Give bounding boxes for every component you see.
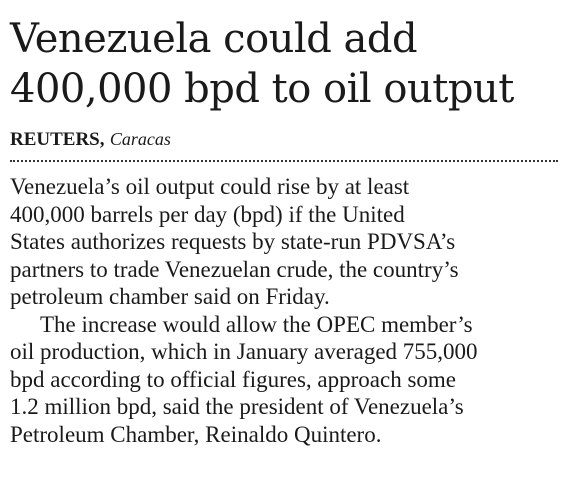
text-line: Petroleum Chamber, Reinaldo Quintero. xyxy=(10,421,382,447)
text-line: petroleum chamber said on Friday. xyxy=(10,284,330,309)
byline: REUTERS, Caracas xyxy=(10,128,558,151)
text-line: bpd according to official figures, appro… xyxy=(10,366,457,392)
text-line: The increase would allow the OPEC member… xyxy=(40,311,473,337)
article-body: Venezuela’s oil output could rise by at … xyxy=(10,173,558,448)
text-line: 400,000 barrels per day (bpd) if the Uni… xyxy=(10,201,405,227)
headline-line: Venezuela could add xyxy=(10,16,418,62)
text-line: States authorizes requests by state-run … xyxy=(10,229,456,254)
headline-line: 400,000 bpd to oil output xyxy=(10,66,514,112)
dotted-divider xyxy=(10,160,558,162)
paragraph: Venezuela’s oil output could rise by at … xyxy=(10,173,558,311)
byline-agency: REUTERS, xyxy=(10,129,105,150)
text-line: partners to trade Venezuelan crude, the … xyxy=(10,256,459,282)
text-line: 1.2 million bpd, said the president of V… xyxy=(10,394,464,419)
byline-dateline: Caracas xyxy=(109,129,171,149)
paragraph: The increase would allow the OPEC member… xyxy=(10,311,558,449)
text-line: oil production, which in January average… xyxy=(10,339,478,364)
text-line: Venezuela’s oil output could rise by at … xyxy=(10,174,410,199)
headline: Venezuela could add 400,000 bpd to oil o… xyxy=(10,14,558,114)
news-article: Venezuela could add 400,000 bpd to oil o… xyxy=(10,14,558,448)
